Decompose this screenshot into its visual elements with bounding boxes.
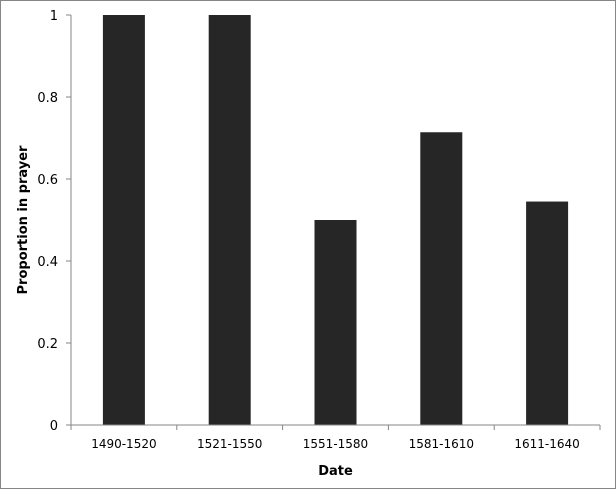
x-tick-label: 1611-1640 <box>514 437 579 451</box>
bar-1611-1640 <box>526 201 569 425</box>
x-axis-title: Date <box>318 464 353 479</box>
bar-1551-1580 <box>314 220 357 425</box>
x-tick-label: 1490-1520 <box>91 437 156 451</box>
y-tick-label: 0.8 <box>37 91 58 106</box>
y-tick-label: 0.2 <box>37 337 58 352</box>
y-tick-label: 0.6 <box>37 173 58 188</box>
y-axis-title: Proportion in prayer <box>16 145 31 295</box>
y-tick-label: 0.4 <box>37 255 58 270</box>
y-tick-label: 1 <box>50 9 58 24</box>
bar-1521-1550 <box>208 15 251 425</box>
x-tick-label: 1581-1610 <box>409 437 474 451</box>
x-tick-label: 1521-1550 <box>197 437 262 451</box>
bar-1581-1610 <box>420 132 463 425</box>
x-tick-label: 1551-1580 <box>303 437 368 451</box>
y-tick-label: 0 <box>50 419 58 434</box>
bar-1490-1520 <box>102 15 145 425</box>
